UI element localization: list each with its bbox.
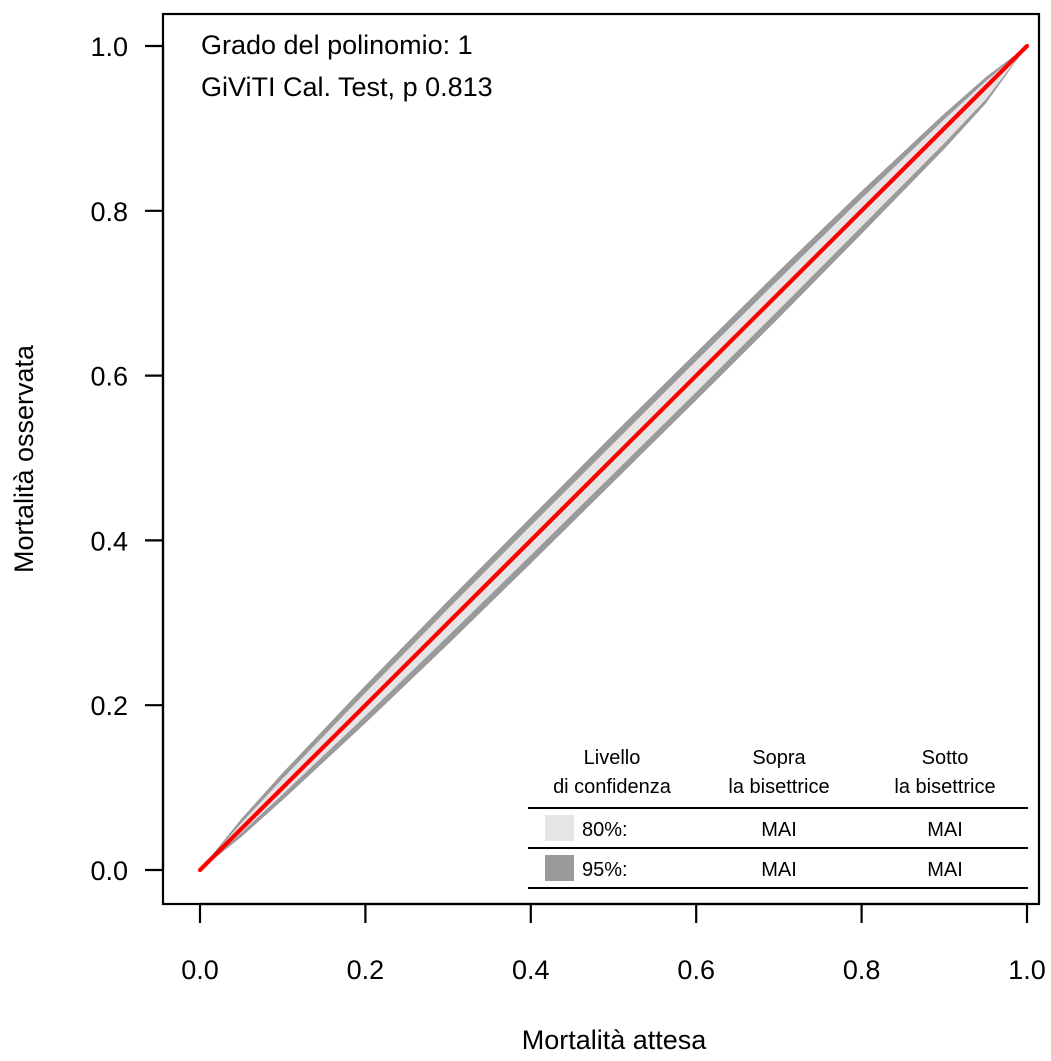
x-axis-title: Mortalità attesa bbox=[522, 1025, 708, 1055]
y-tick-label: 0.8 bbox=[90, 197, 128, 227]
legend-header-below-line2: la bisettrice bbox=[894, 776, 995, 798]
annotation-calibration-test: GiViTI Cal. Test, p 0.813 bbox=[201, 72, 493, 102]
x-tick-label: 0.8 bbox=[843, 955, 881, 985]
x-tick-label: 1.0 bbox=[1008, 955, 1046, 985]
legend-table: Livello di confidenza Sopra la bisettric… bbox=[528, 747, 1028, 889]
annotation-polynomial-degree: Grado del polinomio: 1 bbox=[201, 30, 473, 60]
series-layer bbox=[197, 43, 1030, 873]
legend-level-80: 80%: bbox=[582, 819, 628, 841]
legend-above-95: MAI bbox=[761, 859, 797, 881]
y-tick-label: 0.2 bbox=[90, 691, 128, 721]
y-axis: 0.0 0.2 0.4 0.6 0.8 1.0 bbox=[90, 32, 165, 886]
calibration-line bbox=[197, 43, 1030, 873]
legend-below-95: MAI bbox=[927, 859, 963, 881]
legend-header-below-line1: Sotto bbox=[922, 747, 969, 769]
legend-level-95: 95%: bbox=[582, 859, 628, 881]
legend-header-level-line1: Livello bbox=[584, 747, 641, 769]
legend-swatch-80 bbox=[545, 815, 574, 841]
legend-header-above-line1: Sopra bbox=[752, 747, 806, 769]
x-tick-label: 0.0 bbox=[181, 955, 219, 985]
x-tick-label: 0.4 bbox=[512, 955, 550, 985]
x-tick-label: 0.6 bbox=[677, 955, 715, 985]
y-tick-label: 0.6 bbox=[90, 362, 128, 392]
x-tick-label: 0.2 bbox=[347, 955, 385, 985]
x-axis: 0.0 0.2 0.4 0.6 0.8 1.0 bbox=[181, 902, 1046, 985]
legend-swatch-95 bbox=[545, 855, 574, 881]
y-axis-title: Mortalità osservata bbox=[9, 344, 39, 573]
legend-above-80: MAI bbox=[761, 819, 797, 841]
y-tick-label: 1.0 bbox=[90, 32, 128, 62]
y-tick-label: 0.4 bbox=[90, 526, 128, 556]
y-tick-label: 0.0 bbox=[90, 856, 128, 886]
legend-below-80: MAI bbox=[927, 819, 963, 841]
legend-header-above-line2: la bisettrice bbox=[728, 776, 829, 798]
legend-header-level-line2: di confidenza bbox=[553, 776, 672, 798]
